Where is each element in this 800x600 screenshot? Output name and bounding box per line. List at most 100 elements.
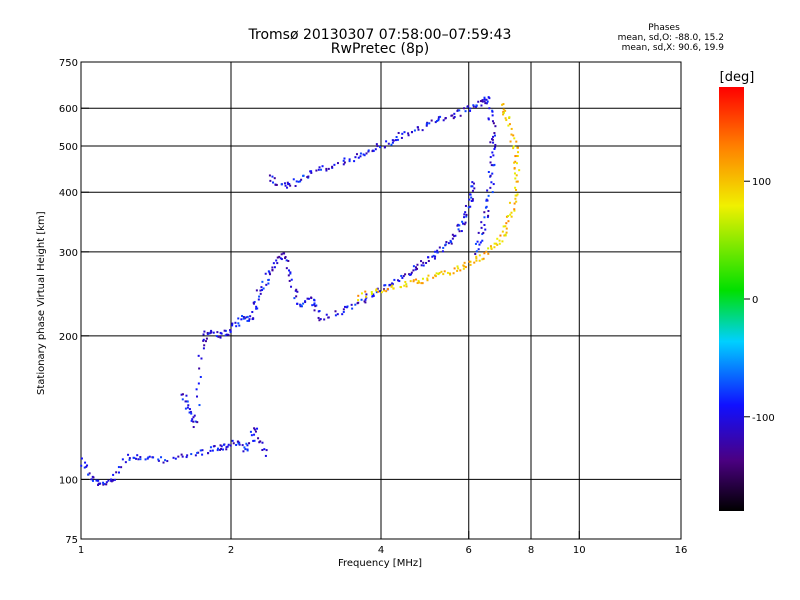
echo-point xyxy=(184,400,187,403)
echo-point xyxy=(489,186,492,189)
echo-point xyxy=(401,276,404,279)
echo-point xyxy=(325,169,328,172)
echo-point xyxy=(453,115,456,118)
echo-point xyxy=(463,223,466,226)
echo-point xyxy=(480,226,483,229)
echo-point xyxy=(336,162,339,165)
echo-point xyxy=(414,268,417,271)
echo-point xyxy=(434,250,437,253)
echo-point xyxy=(465,215,468,218)
echo-point xyxy=(391,284,394,287)
echo-point xyxy=(124,461,127,464)
echo-point xyxy=(225,446,228,449)
echo-point xyxy=(250,434,253,437)
echo-point xyxy=(485,198,488,201)
echo-point xyxy=(514,155,517,158)
echo-point xyxy=(417,128,420,131)
echo-point xyxy=(194,454,197,457)
echo-point xyxy=(243,317,246,320)
echo-point xyxy=(222,443,225,446)
echo-point xyxy=(505,231,508,234)
echo-point xyxy=(465,213,468,216)
echo-point xyxy=(467,206,470,209)
echo-point xyxy=(97,479,100,482)
echo-point xyxy=(202,339,205,342)
echo-point xyxy=(466,105,469,108)
echo-point xyxy=(422,264,425,267)
echo-point xyxy=(295,180,298,183)
echo-point xyxy=(437,273,440,276)
echo-point xyxy=(283,182,286,185)
echo-point xyxy=(238,324,241,327)
echo-point xyxy=(220,332,223,335)
echo-point xyxy=(269,273,272,276)
echo-point xyxy=(235,443,238,446)
echo-point xyxy=(487,117,490,120)
echo-point xyxy=(404,280,407,283)
echo-point xyxy=(237,442,240,445)
echo-point xyxy=(471,198,474,201)
echo-point xyxy=(107,479,110,482)
echo-point xyxy=(476,240,479,243)
echo-point xyxy=(386,287,389,290)
echo-point xyxy=(451,237,454,240)
echo-point xyxy=(485,102,488,105)
echo-point xyxy=(359,152,362,155)
echo-point xyxy=(409,280,412,283)
echo-point xyxy=(224,329,227,332)
echo-point xyxy=(379,146,382,149)
echo-point xyxy=(188,408,191,411)
echo-point xyxy=(152,456,155,459)
echo-point xyxy=(148,455,151,458)
echo-point xyxy=(364,290,367,293)
echo-point xyxy=(128,458,131,461)
echo-point xyxy=(421,129,424,132)
echo-point xyxy=(493,147,496,150)
echo-point xyxy=(87,473,90,476)
echo-point xyxy=(496,243,499,246)
echo-point xyxy=(491,120,494,123)
echo-point xyxy=(502,113,505,116)
echo-point xyxy=(117,471,120,474)
echo-point xyxy=(413,129,416,132)
echo-point xyxy=(416,263,419,266)
echo-point xyxy=(197,354,200,357)
echo-point xyxy=(483,96,486,99)
echo-point xyxy=(289,271,292,274)
echo-point xyxy=(462,267,465,270)
colorbar-unit: [deg] xyxy=(719,70,755,85)
echo-point xyxy=(313,309,316,312)
echo-point xyxy=(443,270,446,273)
echo-point xyxy=(333,163,336,166)
echo-point xyxy=(513,209,516,212)
phase-stats-heading: Phases xyxy=(648,23,680,33)
echo-point xyxy=(457,228,460,231)
echo-point xyxy=(494,143,497,146)
echo-point xyxy=(440,270,443,273)
echo-point xyxy=(464,110,467,113)
echo-point xyxy=(486,100,489,103)
echo-point xyxy=(299,180,302,183)
echo-point xyxy=(454,234,457,237)
echo-point xyxy=(190,412,193,415)
echo-point xyxy=(425,124,428,127)
echo-point xyxy=(310,296,313,299)
echo-point xyxy=(474,252,477,255)
echo-point xyxy=(493,134,496,137)
echo-point xyxy=(472,104,475,107)
echo-point xyxy=(436,251,439,254)
echo-point xyxy=(463,213,466,216)
echo-point xyxy=(276,256,279,259)
echo-point xyxy=(487,252,490,255)
echo-point xyxy=(133,456,136,459)
echo-point xyxy=(364,298,367,301)
phase-stats-o: mean, sd,O: -88.0, 15.2 xyxy=(617,33,724,43)
echo-point xyxy=(456,109,459,112)
echo-point xyxy=(243,446,246,449)
echo-point xyxy=(458,224,461,227)
echo-point xyxy=(225,448,228,451)
echo-point xyxy=(164,459,167,462)
echo-point xyxy=(290,285,293,288)
echo-point xyxy=(473,261,476,264)
